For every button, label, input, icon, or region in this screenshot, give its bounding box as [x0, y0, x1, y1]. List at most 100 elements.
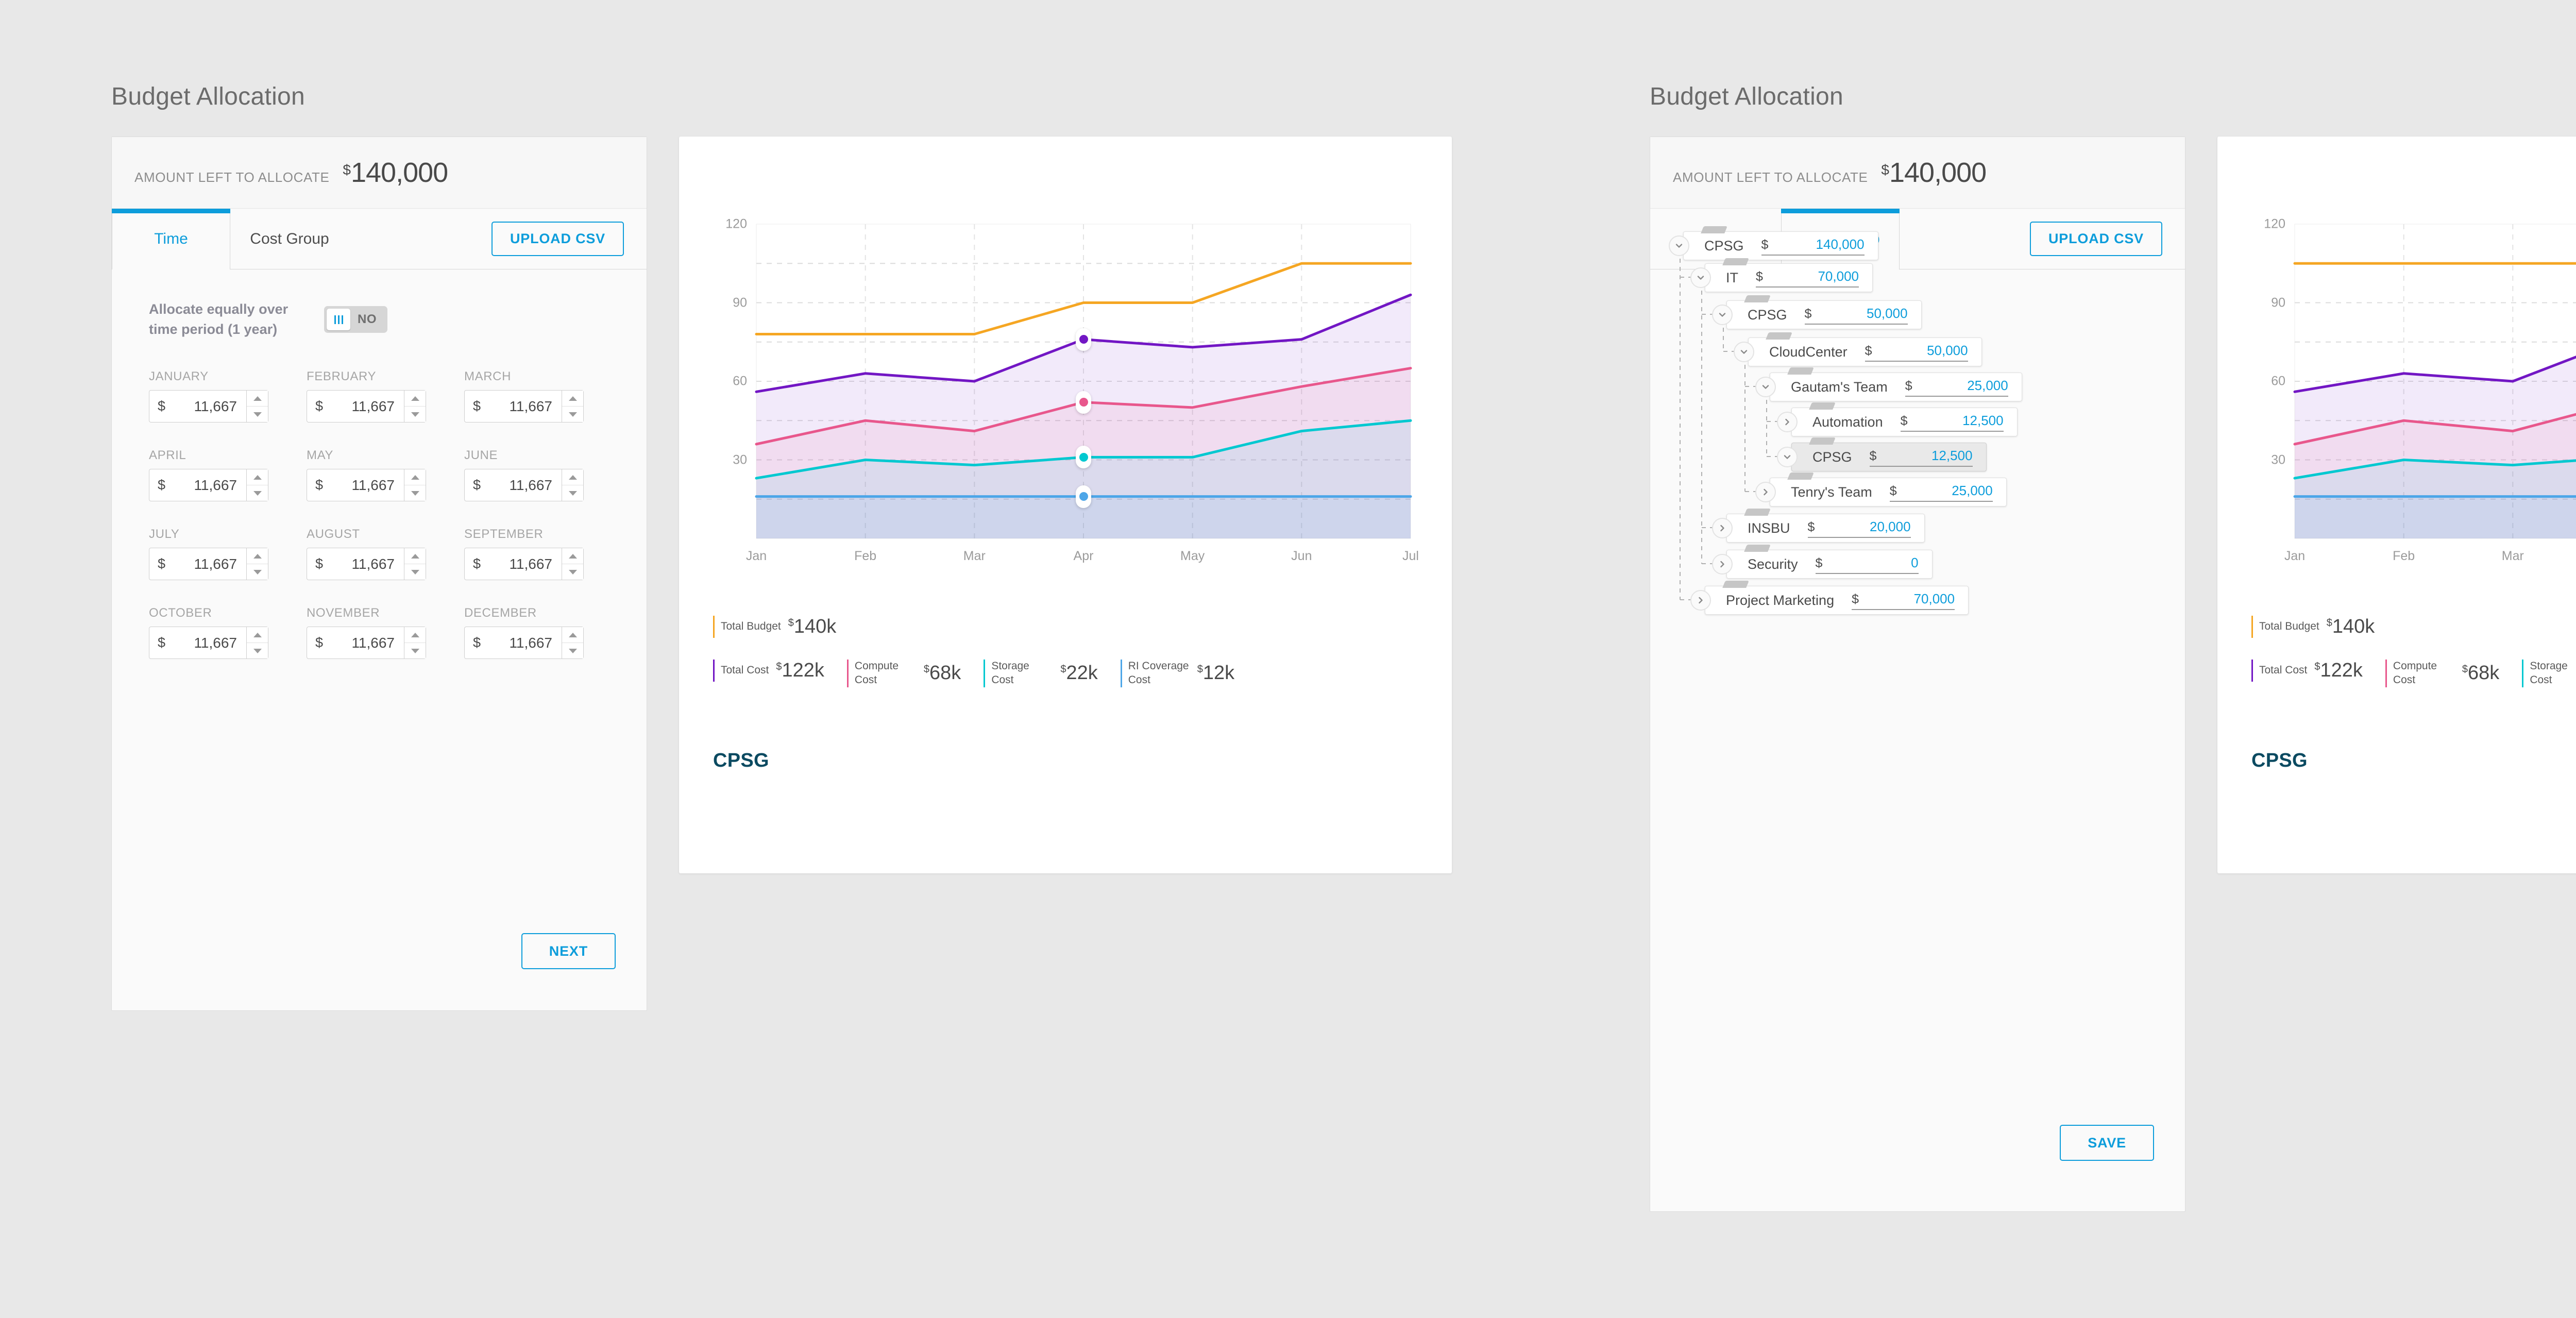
month-amount-stepper[interactable]: $11,667	[307, 548, 426, 581]
next-button[interactable]: NEXT	[521, 933, 616, 969]
stepper-increment-button[interactable]	[247, 548, 268, 564]
month-amount-field[interactable]: $11,667	[149, 627, 246, 658]
cost-group-amount-input[interactable]: $50,000	[1865, 343, 1968, 362]
stepper-decrement-button[interactable]	[404, 485, 426, 501]
month-amount-stepper[interactable]: $11,667	[149, 548, 268, 581]
cost-group-card[interactable]: INSBU $20,000	[1726, 514, 1925, 543]
allocate-equally-toggle[interactable]: NO	[324, 306, 387, 333]
stepper-increment-button[interactable]	[247, 627, 268, 643]
chevron-down-icon[interactable]	[1734, 342, 1754, 362]
tree-node[interactable]: Automation $12,500	[1777, 406, 2018, 438]
month-amount-field[interactable]: $11,667	[307, 627, 404, 658]
cost-group-card[interactable]: Gautam's Team $25,000	[1770, 373, 2022, 401]
stepper-decrement-button[interactable]	[247, 485, 268, 501]
cost-group-amount-input[interactable]: $70,000	[1852, 591, 1955, 610]
month-amount-stepper[interactable]: $11,667	[464, 627, 584, 660]
month-amount-stepper[interactable]: $11,667	[307, 469, 426, 502]
upload-csv-button-right[interactable]: UPLOAD CSV	[2029, 222, 2162, 256]
cost-group-card[interactable]: CloudCenter $50,000	[1748, 337, 1982, 366]
data-point-marker[interactable]	[1076, 391, 1091, 414]
stepper-decrement-button[interactable]	[247, 564, 268, 580]
month-amount-field[interactable]: $11,667	[465, 627, 562, 658]
stepper-decrement-button[interactable]	[562, 564, 583, 580]
data-point-marker[interactable]	[1076, 328, 1091, 351]
stepper-increment-button[interactable]	[562, 548, 583, 564]
chevron-right-icon[interactable]	[1712, 518, 1733, 538]
tree-node[interactable]: CPSG $12,500	[1777, 441, 1987, 473]
month-amount-field[interactable]: $11,667	[149, 548, 246, 580]
stepper-decrement-button[interactable]	[562, 643, 583, 659]
chevron-down-icon[interactable]	[1669, 235, 1689, 256]
tree-node[interactable]: Project Marketing $70,000	[1690, 584, 1969, 616]
stepper-increment-button[interactable]	[247, 391, 268, 407]
chevron-right-icon[interactable]	[1755, 482, 1776, 502]
cost-group-card[interactable]: CPSG $140,000	[1683, 231, 1878, 260]
chevron-right-icon[interactable]	[1690, 590, 1711, 611]
month-amount-stepper[interactable]: $11,667	[307, 390, 426, 423]
stepper-increment-button[interactable]	[404, 627, 426, 643]
data-point-marker[interactable]	[1076, 446, 1091, 469]
cost-group-amount-input[interactable]: $20,000	[1807, 519, 1911, 538]
month-amount-stepper[interactable]: $11,667	[307, 627, 426, 660]
cost-group-amount-input[interactable]: $0	[1815, 555, 1919, 574]
stepper-decrement-button[interactable]	[562, 485, 583, 501]
tree-node[interactable]: INSBU $20,000	[1712, 512, 1925, 544]
tree-node[interactable]: Tenry's Team $25,000	[1755, 476, 2007, 508]
stepper-increment-button[interactable]	[247, 469, 268, 485]
month-amount-stepper[interactable]: $11,667	[464, 548, 584, 581]
tree-node[interactable]: CloudCenter $50,000	[1734, 336, 1982, 368]
month-amount-field[interactable]: $11,667	[307, 469, 404, 501]
tree-node[interactable]: Gautam's Team $25,000	[1755, 371, 2022, 403]
cost-group-card[interactable]: IT $70,000	[1705, 263, 1873, 292]
tree-node[interactable]: Security $0	[1712, 548, 1933, 580]
month-amount-stepper[interactable]: $11,667	[149, 390, 268, 423]
month-amount-stepper[interactable]: $11,667	[464, 390, 584, 423]
cost-group-amount-input[interactable]: $25,000	[1905, 378, 2008, 397]
month-amount-stepper[interactable]: $11,667	[149, 627, 268, 660]
stepper-decrement-button[interactable]	[247, 643, 268, 659]
cost-group-card[interactable]: CPSG $50,000	[1726, 300, 1922, 329]
month-amount-stepper[interactable]: $11,667	[149, 469, 268, 502]
tree-node[interactable]: IT $70,000	[1690, 262, 1873, 294]
tree-node[interactable]: CPSG $140,000	[1669, 230, 1878, 262]
data-point-marker[interactable]	[1076, 485, 1091, 508]
chevron-right-icon[interactable]	[1777, 412, 1798, 432]
stepper-increment-button[interactable]	[404, 548, 426, 564]
month-amount-field[interactable]: $11,667	[149, 391, 246, 422]
month-amount-field[interactable]: $11,667	[465, 469, 562, 501]
month-amount-field[interactable]: $11,667	[307, 391, 404, 422]
cost-group-amount-input[interactable]: $140,000	[1761, 236, 1865, 256]
stepper-decrement-button[interactable]	[247, 406, 268, 423]
stepper-decrement-button[interactable]	[404, 564, 426, 580]
cost-group-amount-input[interactable]: $12,500	[1869, 448, 1973, 467]
cost-group-card[interactable]: Automation $12,500	[1791, 408, 2018, 436]
cost-group-card[interactable]: Project Marketing $70,000	[1705, 586, 1969, 615]
cost-group-card[interactable]: Tenry's Team $25,000	[1770, 478, 2007, 506]
month-amount-stepper[interactable]: $11,667	[464, 469, 584, 502]
chevron-down-icon[interactable]	[1777, 447, 1798, 467]
month-amount-field[interactable]: $11,667	[465, 548, 562, 580]
stepper-increment-button[interactable]	[404, 469, 426, 485]
save-button[interactable]: SAVE	[2060, 1125, 2154, 1161]
stepper-increment-button[interactable]	[404, 391, 426, 407]
stepper-increment-button[interactable]	[562, 469, 583, 485]
tab-cost-group[interactable]: Cost Group	[230, 209, 349, 269]
chevron-down-icon[interactable]	[1690, 267, 1711, 288]
stepper-decrement-button[interactable]	[562, 406, 583, 423]
stepper-increment-button[interactable]	[562, 627, 583, 643]
month-amount-field[interactable]: $11,667	[149, 469, 246, 501]
stepper-decrement-button[interactable]	[404, 406, 426, 423]
chevron-down-icon[interactable]	[1755, 377, 1776, 397]
cost-group-card[interactable]: CPSG $12,500	[1791, 443, 1987, 471]
month-amount-field[interactable]: $11,667	[465, 391, 562, 422]
tab-time[interactable]: Time	[112, 209, 230, 270]
cost-group-amount-input[interactable]: $25,000	[1889, 483, 1993, 502]
cost-group-amount-input[interactable]: $12,500	[1900, 413, 2004, 432]
cost-group-amount-input[interactable]: $70,000	[1756, 268, 1859, 288]
stepper-decrement-button[interactable]	[404, 643, 426, 659]
tree-node[interactable]: CPSG $50,000	[1712, 299, 1922, 331]
cost-group-amount-input[interactable]: $50,000	[1804, 306, 1908, 325]
month-amount-field[interactable]: $11,667	[307, 548, 404, 580]
stepper-increment-button[interactable]	[562, 391, 583, 407]
upload-csv-button[interactable]: UPLOAD CSV	[491, 222, 624, 256]
